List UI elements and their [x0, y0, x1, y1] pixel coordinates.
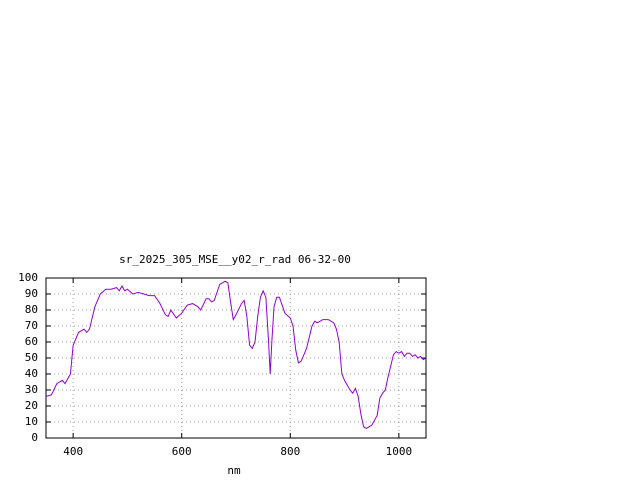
x-tick-label: 400 — [63, 445, 83, 458]
y-tick-label: 30 — [25, 383, 38, 396]
y-tick-label: 10 — [25, 415, 38, 428]
y-tick-label: 90 — [25, 287, 38, 300]
y-tick-label: 50 — [25, 351, 38, 364]
x-axis-label: nm — [227, 464, 241, 477]
chart-title: sr_2025_305_MSE__y02_r_rad 06-32-00 — [119, 253, 351, 266]
y-tick-label: 0 — [31, 431, 38, 444]
x-tick-label: 800 — [280, 445, 300, 458]
y-tick-label: 100 — [18, 271, 38, 284]
y-tick-label: 70 — [25, 319, 38, 332]
x-tick-label: 600 — [172, 445, 192, 458]
y-tick-label: 60 — [25, 335, 38, 348]
y-tick-label: 40 — [25, 367, 38, 380]
data-line — [45, 280, 427, 429]
x-tick-label: 1000 — [386, 445, 413, 458]
y-tick-label: 80 — [25, 303, 38, 316]
y-tick-label: 20 — [25, 399, 38, 412]
